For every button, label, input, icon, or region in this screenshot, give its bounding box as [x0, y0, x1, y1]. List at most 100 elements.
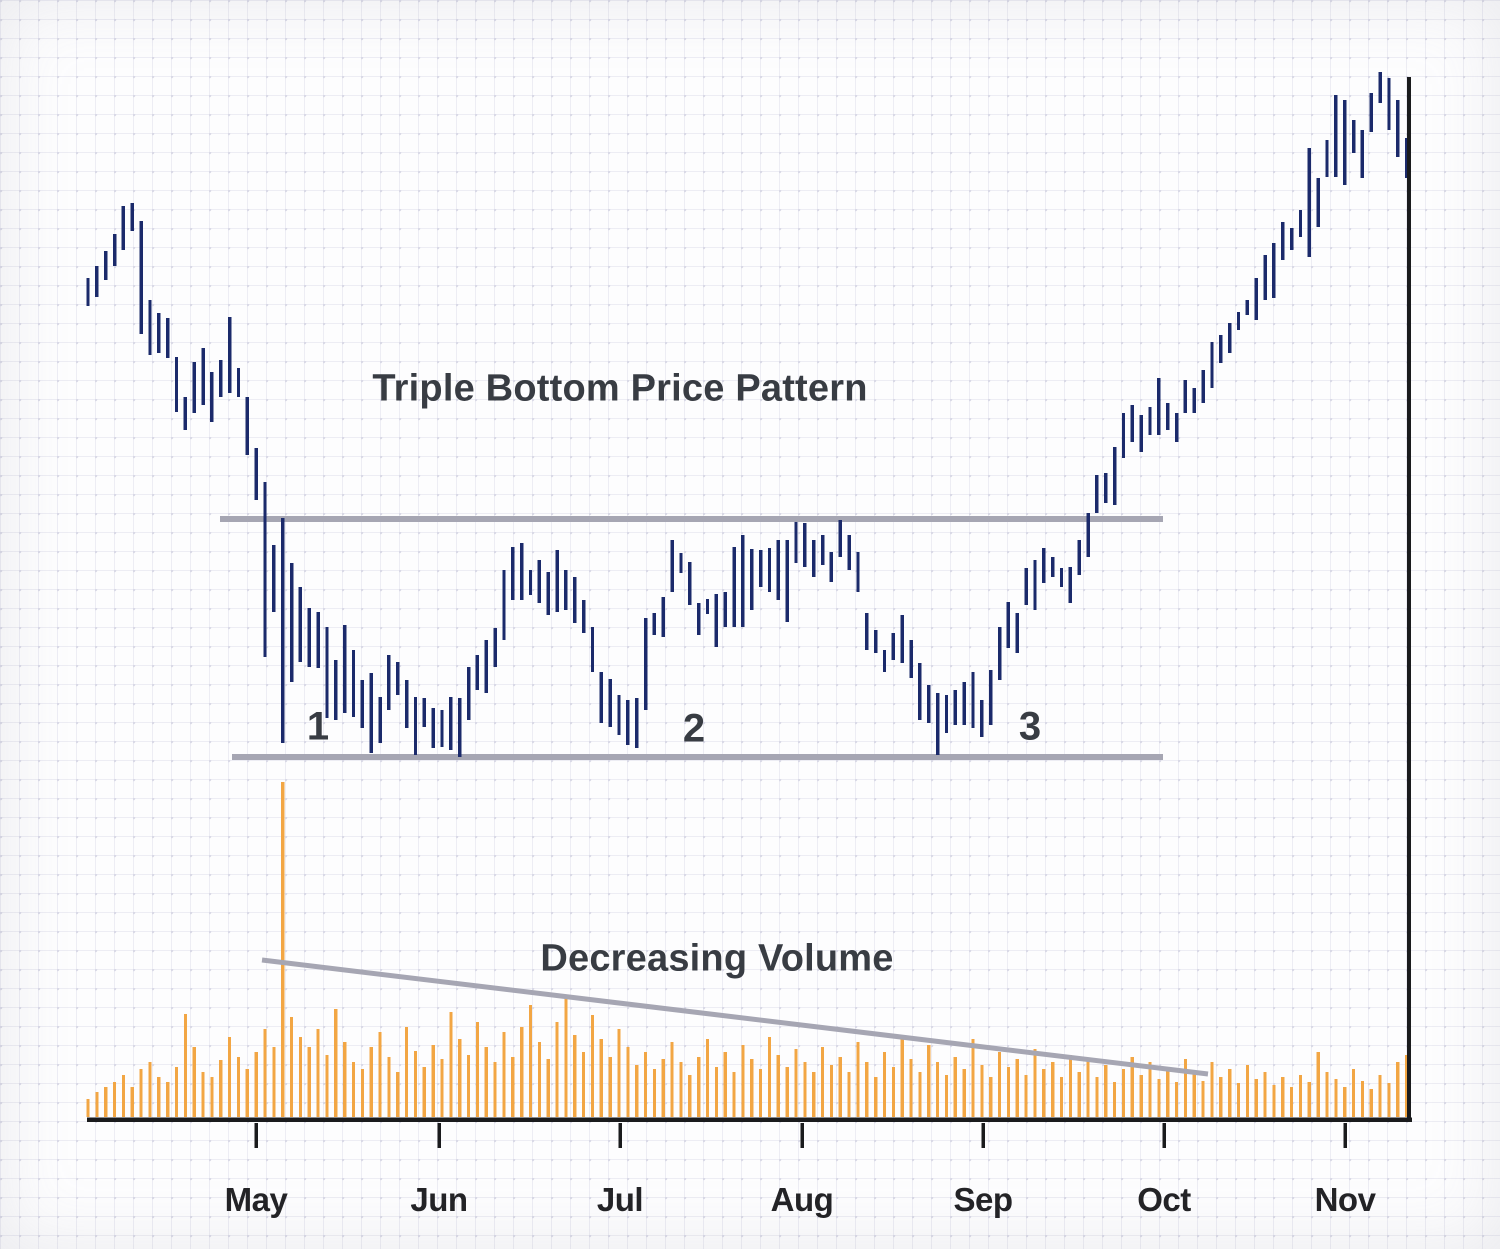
volume-bar — [298, 1037, 302, 1117]
volume-bar — [1166, 1067, 1170, 1117]
price-bar — [139, 221, 143, 334]
price-bar — [130, 203, 134, 231]
volume-bar — [688, 1075, 692, 1117]
price-bar — [458, 698, 462, 757]
volume-bar — [927, 1045, 931, 1117]
volume-bar — [1192, 1073, 1196, 1117]
volume-bar — [1307, 1082, 1311, 1117]
price-bar — [1148, 407, 1152, 435]
price-bar — [281, 518, 285, 743]
price-bar — [1112, 447, 1117, 505]
volume-bar — [360, 1069, 364, 1117]
volume-bar — [705, 1039, 710, 1117]
price-bar — [369, 673, 373, 753]
price-bar — [909, 640, 913, 678]
volume-bar — [555, 1022, 559, 1117]
price-bar — [962, 682, 966, 725]
volume-bar — [1210, 1062, 1214, 1117]
price-bar — [1298, 210, 1303, 237]
volume-bar — [1015, 1059, 1019, 1117]
x-axis-line — [87, 1117, 1412, 1122]
volume-bar — [1042, 1069, 1046, 1117]
volume-bar — [1281, 1077, 1285, 1117]
price-bar — [537, 560, 542, 603]
month-label-jun: Jun — [410, 1181, 468, 1218]
volume-bar — [608, 1057, 612, 1117]
month-tick — [800, 1123, 804, 1148]
volume-bar — [493, 1062, 497, 1117]
volume-bar — [1343, 1087, 1347, 1117]
volume-bar — [1245, 1065, 1249, 1117]
month-label-may: May — [224, 1181, 288, 1218]
price-bar — [272, 545, 276, 612]
price-bar — [511, 547, 515, 600]
volume-bar — [458, 1039, 462, 1117]
decreasing-volume-label: Decreasing Volume — [540, 937, 894, 980]
price-bar — [1095, 475, 1099, 513]
price-bar — [608, 679, 612, 727]
price-bar — [148, 300, 152, 355]
volume-bar — [245, 1069, 249, 1117]
volume-bar — [670, 1042, 674, 1117]
price-bar — [484, 640, 488, 693]
volume-bar — [1086, 1059, 1090, 1117]
price-bar — [1396, 100, 1400, 157]
price-bar — [1050, 557, 1055, 577]
volume-bar — [148, 1062, 152, 1117]
price-bar — [219, 360, 223, 397]
volume-bar — [635, 1065, 639, 1117]
price-bar — [1369, 93, 1373, 132]
price-bar — [1130, 405, 1134, 442]
volume-bar — [1236, 1083, 1241, 1117]
price-bar — [944, 695, 949, 733]
volume-bar — [936, 1062, 940, 1117]
price-bar — [396, 662, 400, 695]
volume-bar — [325, 1055, 329, 1117]
price-bar — [201, 348, 205, 405]
volume-bar — [272, 1047, 276, 1117]
volume-bar — [900, 1037, 904, 1117]
price-bar — [342, 625, 347, 713]
volume-bar — [643, 1052, 648, 1117]
price-bar — [643, 618, 648, 710]
volume-bar — [475, 1022, 479, 1117]
volume-bar — [803, 1062, 807, 1117]
price-bar — [334, 660, 338, 720]
price-bar — [254, 448, 258, 500]
price-bar — [847, 535, 851, 570]
price-bar — [1272, 243, 1276, 298]
price-bar — [1192, 388, 1196, 413]
price-bar — [599, 672, 603, 723]
volume-bar — [174, 1067, 179, 1117]
price-bar — [617, 695, 621, 735]
volume-bar — [157, 1077, 161, 1117]
price-bar — [165, 318, 170, 358]
volume-bar — [192, 1047, 196, 1117]
price-bar — [590, 627, 595, 672]
price-bar — [493, 628, 497, 667]
price-bar — [1104, 473, 1108, 503]
month-tick — [254, 1123, 258, 1148]
volume-bar — [95, 1092, 99, 1117]
volume-bar — [422, 1067, 426, 1117]
price-bar — [971, 672, 975, 728]
price-bar — [1183, 380, 1188, 413]
price-bar — [1157, 378, 1161, 435]
volume-bar — [1201, 1081, 1205, 1117]
volume-bar — [590, 1015, 595, 1117]
price-bar — [325, 627, 329, 718]
price-bar — [882, 650, 887, 672]
volume-bar — [767, 1037, 772, 1117]
volume-bar — [1095, 1077, 1099, 1117]
bottom-2-label: 2 — [682, 706, 706, 751]
volume-bar — [1006, 1067, 1010, 1117]
volume-bar — [1068, 1055, 1072, 1117]
price-bar — [1378, 72, 1382, 103]
price-bar — [528, 570, 533, 595]
price-bar — [1387, 78, 1391, 130]
volume-bar — [484, 1047, 488, 1117]
price-bar — [1086, 513, 1090, 557]
volume-bar — [112, 1082, 117, 1117]
price-bar — [696, 603, 701, 635]
price-bar — [1334, 95, 1338, 177]
